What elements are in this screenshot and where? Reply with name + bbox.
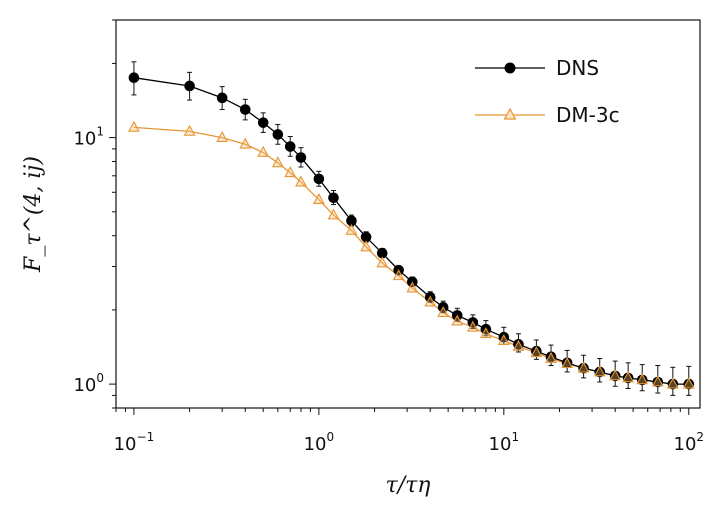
dm3c-data-point <box>424 295 437 307</box>
dns-data-point <box>284 141 296 152</box>
y-tick-label: 100 <box>73 371 104 396</box>
data-markers <box>128 72 695 390</box>
dm3c-data-point <box>530 346 543 358</box>
dns-data-point <box>128 72 140 84</box>
dm3c-data-point <box>216 130 229 142</box>
dm3c-data-point <box>666 377 679 389</box>
dns-data-point <box>216 92 228 104</box>
dns-data-point <box>667 378 679 390</box>
dm3c-data-point <box>327 208 340 220</box>
dm3c-data-point <box>593 365 606 377</box>
dm3c-data-point <box>512 339 525 351</box>
dm3c-data-point <box>451 314 464 326</box>
legend-dns-marker <box>504 62 516 74</box>
dns-data-point <box>683 378 695 390</box>
x-axis-label: τ/τη <box>386 473 431 498</box>
dm3c-data-point <box>497 334 510 346</box>
dm3c-data-point <box>466 320 479 332</box>
dm3c-data-point <box>376 256 389 268</box>
dm3c-data-point <box>437 305 450 317</box>
dm3c-data-point <box>636 373 649 385</box>
dns-data-point <box>360 231 372 243</box>
dm3c-data-point <box>651 375 664 387</box>
dm3c-data-point <box>545 351 557 363</box>
dns-data-point <box>295 152 307 163</box>
tick-labels: 10−1 100 101 102 100 101 <box>73 125 704 455</box>
dm3c-data-point <box>406 281 419 293</box>
dm3c-data-point <box>577 361 590 373</box>
x-tick-label: 101 <box>489 430 520 455</box>
dns-data-point <box>328 192 339 204</box>
legend-dm3c-marker <box>503 107 517 120</box>
dm3c-data-point <box>239 137 252 149</box>
dns-data-point <box>184 80 195 92</box>
dns-data-point <box>609 370 621 382</box>
legend-dns-label: DNS <box>556 56 599 80</box>
dns-data-point <box>376 247 388 259</box>
dns-data-point <box>346 215 357 227</box>
axis-ticks <box>109 19 690 415</box>
dns-data-point <box>622 372 634 384</box>
dns-data-point <box>272 129 284 140</box>
dns-data-point <box>239 104 251 115</box>
dns-data-point <box>531 345 542 357</box>
dm3c-data-point <box>479 327 492 339</box>
dm3c-data-point <box>183 124 196 136</box>
dns-data-point <box>578 362 589 374</box>
dns-data-point <box>545 351 557 363</box>
dm3c-data-point <box>682 377 695 389</box>
dns-data-point <box>652 376 664 388</box>
dm3c-data-point <box>128 120 140 132</box>
dm3c-data-point <box>295 175 307 187</box>
dns-data-point <box>594 366 606 378</box>
x-tick-label: 10−1 <box>114 430 155 455</box>
dns-data-point <box>561 357 573 369</box>
x-tick-label: 102 <box>674 430 705 455</box>
dns-data-point <box>257 117 269 128</box>
dm3c-data-point <box>284 166 297 178</box>
legend-dm3c-label: DM-3c <box>556 103 620 127</box>
dm3c-data-point <box>312 193 325 205</box>
dm3c-data-point <box>360 240 373 252</box>
dm3c-data-point <box>622 371 635 383</box>
dm3c-data-point <box>271 156 284 168</box>
y-tick-label: 101 <box>73 125 104 150</box>
dm3c-data-point <box>257 145 270 157</box>
x-tick-label: 100 <box>304 430 335 455</box>
y-axis-label: F_τ^(4, ij) <box>21 156 46 273</box>
legend: DNS DM-3c <box>475 56 620 127</box>
dm3c-data-point <box>392 269 405 281</box>
plot-frame <box>115 19 701 409</box>
dns-data-point <box>636 374 648 386</box>
dm3c-data-point <box>345 223 358 235</box>
dm3c-data-point <box>561 357 574 369</box>
dm3c-data-point <box>609 369 622 381</box>
dm3c-series-line <box>133 126 689 385</box>
dns-data-point <box>313 173 325 185</box>
